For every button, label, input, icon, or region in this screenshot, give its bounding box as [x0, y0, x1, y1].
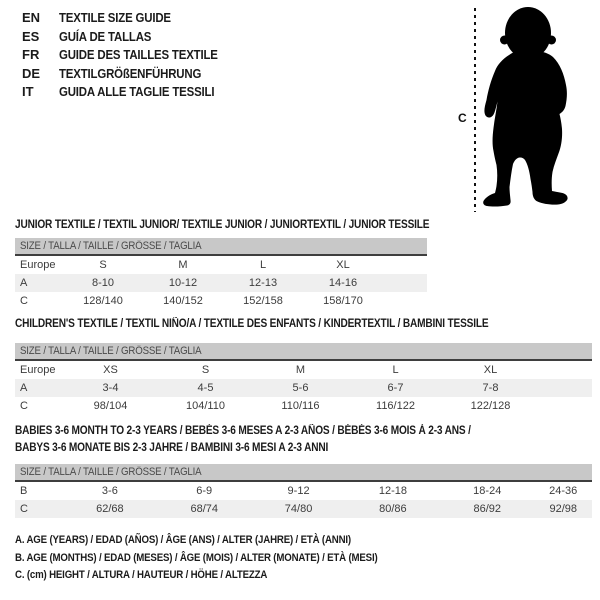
lang-row-it: IT GUIDA ALLE TAGLIE TESSILI: [22, 83, 239, 102]
size-cell: S: [201, 364, 210, 376]
legend: A. AGE (YEARS) / EDAD (AÑOS) / ÂGE (ANS)…: [15, 532, 427, 585]
row-label: Europe: [20, 364, 56, 376]
age-cell: 5-6: [292, 382, 309, 394]
height-cell: 110/116: [281, 400, 320, 412]
height-cell: 122/128: [470, 400, 511, 412]
lang-code: FR: [22, 47, 40, 62]
baby-silhouette-icon: C: [458, 7, 568, 212]
table-row-age-months: B 3-6 6-9 9-12 12-18 18-24 24-36: [15, 482, 592, 500]
height-cell: 92/98: [549, 503, 577, 515]
legend-line-a: A. AGE (YEARS) / EDAD (AÑOS) / ÂGE (ANS)…: [15, 534, 351, 546]
height-measure-figure: C: [450, 0, 585, 215]
height-cell: 152/158: [243, 295, 283, 307]
size-cell: L: [259, 259, 267, 271]
height-cell: 68/74: [190, 503, 218, 515]
age-cell: 6-9: [196, 485, 213, 497]
lang-title: TEXTILGRÖßENFÜHRUNG: [59, 65, 202, 81]
junior-table: SIZE / TALLA / TAILLE / GRÖSSE / TAGLIA …: [15, 238, 427, 310]
table-row-europe: Europe XS S M L XL: [15, 361, 592, 379]
height-cell: 116/122: [376, 400, 415, 412]
age-cell: 24-36: [549, 485, 578, 497]
size-cell: M: [295, 364, 306, 376]
age-cell: 10-12: [168, 277, 198, 289]
lang-title: GUIDA ALLE TAGLIE TESSILI: [59, 84, 215, 99]
height-cell: 98/104: [93, 400, 128, 412]
size-cell: L: [392, 364, 399, 376]
table-row-height: C 128/140 140/152 152/158 158/170: [15, 292, 427, 310]
babies-table-title: BABIES 3-6 MONTH TO 2-3 YEARS / BEBÉS 3-…: [15, 425, 471, 454]
babies-table: SIZE / TALLA / TAILLE / GRÖSSE / TAGLIA …: [15, 464, 592, 518]
row-label: Europe: [20, 259, 56, 271]
age-cell: 12-18: [378, 485, 407, 497]
age-cell: 4-5: [197, 382, 214, 394]
height-cell: 86/92: [473, 503, 502, 515]
age-cell: 12-13: [248, 277, 278, 289]
height-cell: 128/140: [83, 295, 123, 307]
age-cell: 6-7: [387, 382, 404, 394]
lang-row-es: ES GUÍA DE TALLAS: [22, 28, 239, 47]
legend-line-c: C. (cm) HEIGHT / ALTURA / HAUTEUR / HÖHE…: [15, 569, 268, 581]
age-cell: 7-8: [482, 382, 499, 394]
row-label: A: [20, 382, 28, 394]
lang-code: IT: [22, 84, 34, 99]
age-cell: 14-16: [328, 277, 358, 289]
table-row-age: A 3-4 4-5 5-6 6-7 7-8: [15, 379, 592, 397]
lang-title: GUÍA DE TALLAS: [59, 28, 152, 44]
row-label: C: [20, 295, 28, 307]
age-cell: 9-12: [287, 485, 310, 497]
junior-table-title: JUNIOR TEXTILE / TEXTIL JUNIOR/ TEXTILE …: [15, 219, 430, 231]
age-cell: 18-24: [473, 485, 502, 497]
table-row-age: A 8-10 10-12 12-13 14-16: [15, 274, 427, 292]
size-cell: XL: [336, 259, 350, 271]
baby-silhouette: [483, 7, 568, 207]
children-table: SIZE / TALLA / TAILLE / GRÖSSE / TAGLIA …: [15, 343, 592, 415]
height-cell: 104/110: [186, 400, 225, 412]
size-cell: XL: [483, 364, 498, 376]
size-cell: S: [99, 259, 107, 271]
age-cell: 3-4: [102, 382, 119, 394]
lang-row-en: EN TEXTILE SIZE GUIDE: [22, 9, 239, 28]
size-header-bar: SIZE / TALLA / TAILLE / GRÖSSE / TAGLIA: [15, 464, 592, 482]
legend-line-b: B. AGE (MONTHS) / EDAD (MESES) / ÂGE (MO…: [15, 551, 378, 564]
lang-code: EN: [22, 10, 41, 25]
table-row-height: C 98/104 104/110 110/116 116/122 122/128: [15, 397, 592, 415]
size-header-bar: SIZE / TALLA / TAILLE / GRÖSSE / TAGLIA: [15, 238, 427, 256]
lang-title: GUIDE DES TAILLES TEXTILE: [59, 47, 218, 62]
height-cell: 74/80: [284, 503, 313, 515]
row-label: B: [20, 485, 28, 497]
row-label: C: [20, 400, 28, 412]
height-cell: 158/170: [323, 295, 363, 307]
language-title-list: EN TEXTILE SIZE GUIDE ES GUÍA DE TALLAS …: [22, 9, 239, 102]
children-table-title: CHILDREN'S TEXTILE / TEXTIL NIÑO/A / TEX…: [15, 318, 489, 330]
age-cell: 8-10: [91, 277, 115, 289]
lang-row-de: DE TEXTILGRÖßENFÜHRUNG: [22, 65, 239, 84]
size-cell: M: [178, 259, 188, 271]
height-label-c: C: [458, 111, 467, 125]
lang-code: ES: [22, 28, 40, 44]
age-cell: 3-6: [101, 485, 118, 497]
table-row-height: C 62/68 68/74 74/80 80/86 86/92 92/98: [15, 500, 592, 518]
row-label: C: [20, 503, 28, 515]
lang-row-fr: FR GUIDE DES TAILLES TEXTILE: [22, 46, 239, 65]
lang-code: DE: [22, 65, 41, 81]
row-label: A: [20, 277, 28, 289]
height-cell: 62/68: [96, 503, 124, 515]
height-cell: 140/152: [163, 295, 203, 307]
size-header-bar: SIZE / TALLA / TAILLE / GRÖSSE / TAGLIA: [15, 343, 592, 361]
size-cell: XS: [103, 364, 118, 376]
height-cell: 80/86: [379, 503, 407, 515]
table-row-europe: Europe S M L XL: [15, 256, 427, 274]
lang-title: TEXTILE SIZE GUIDE: [59, 10, 171, 25]
